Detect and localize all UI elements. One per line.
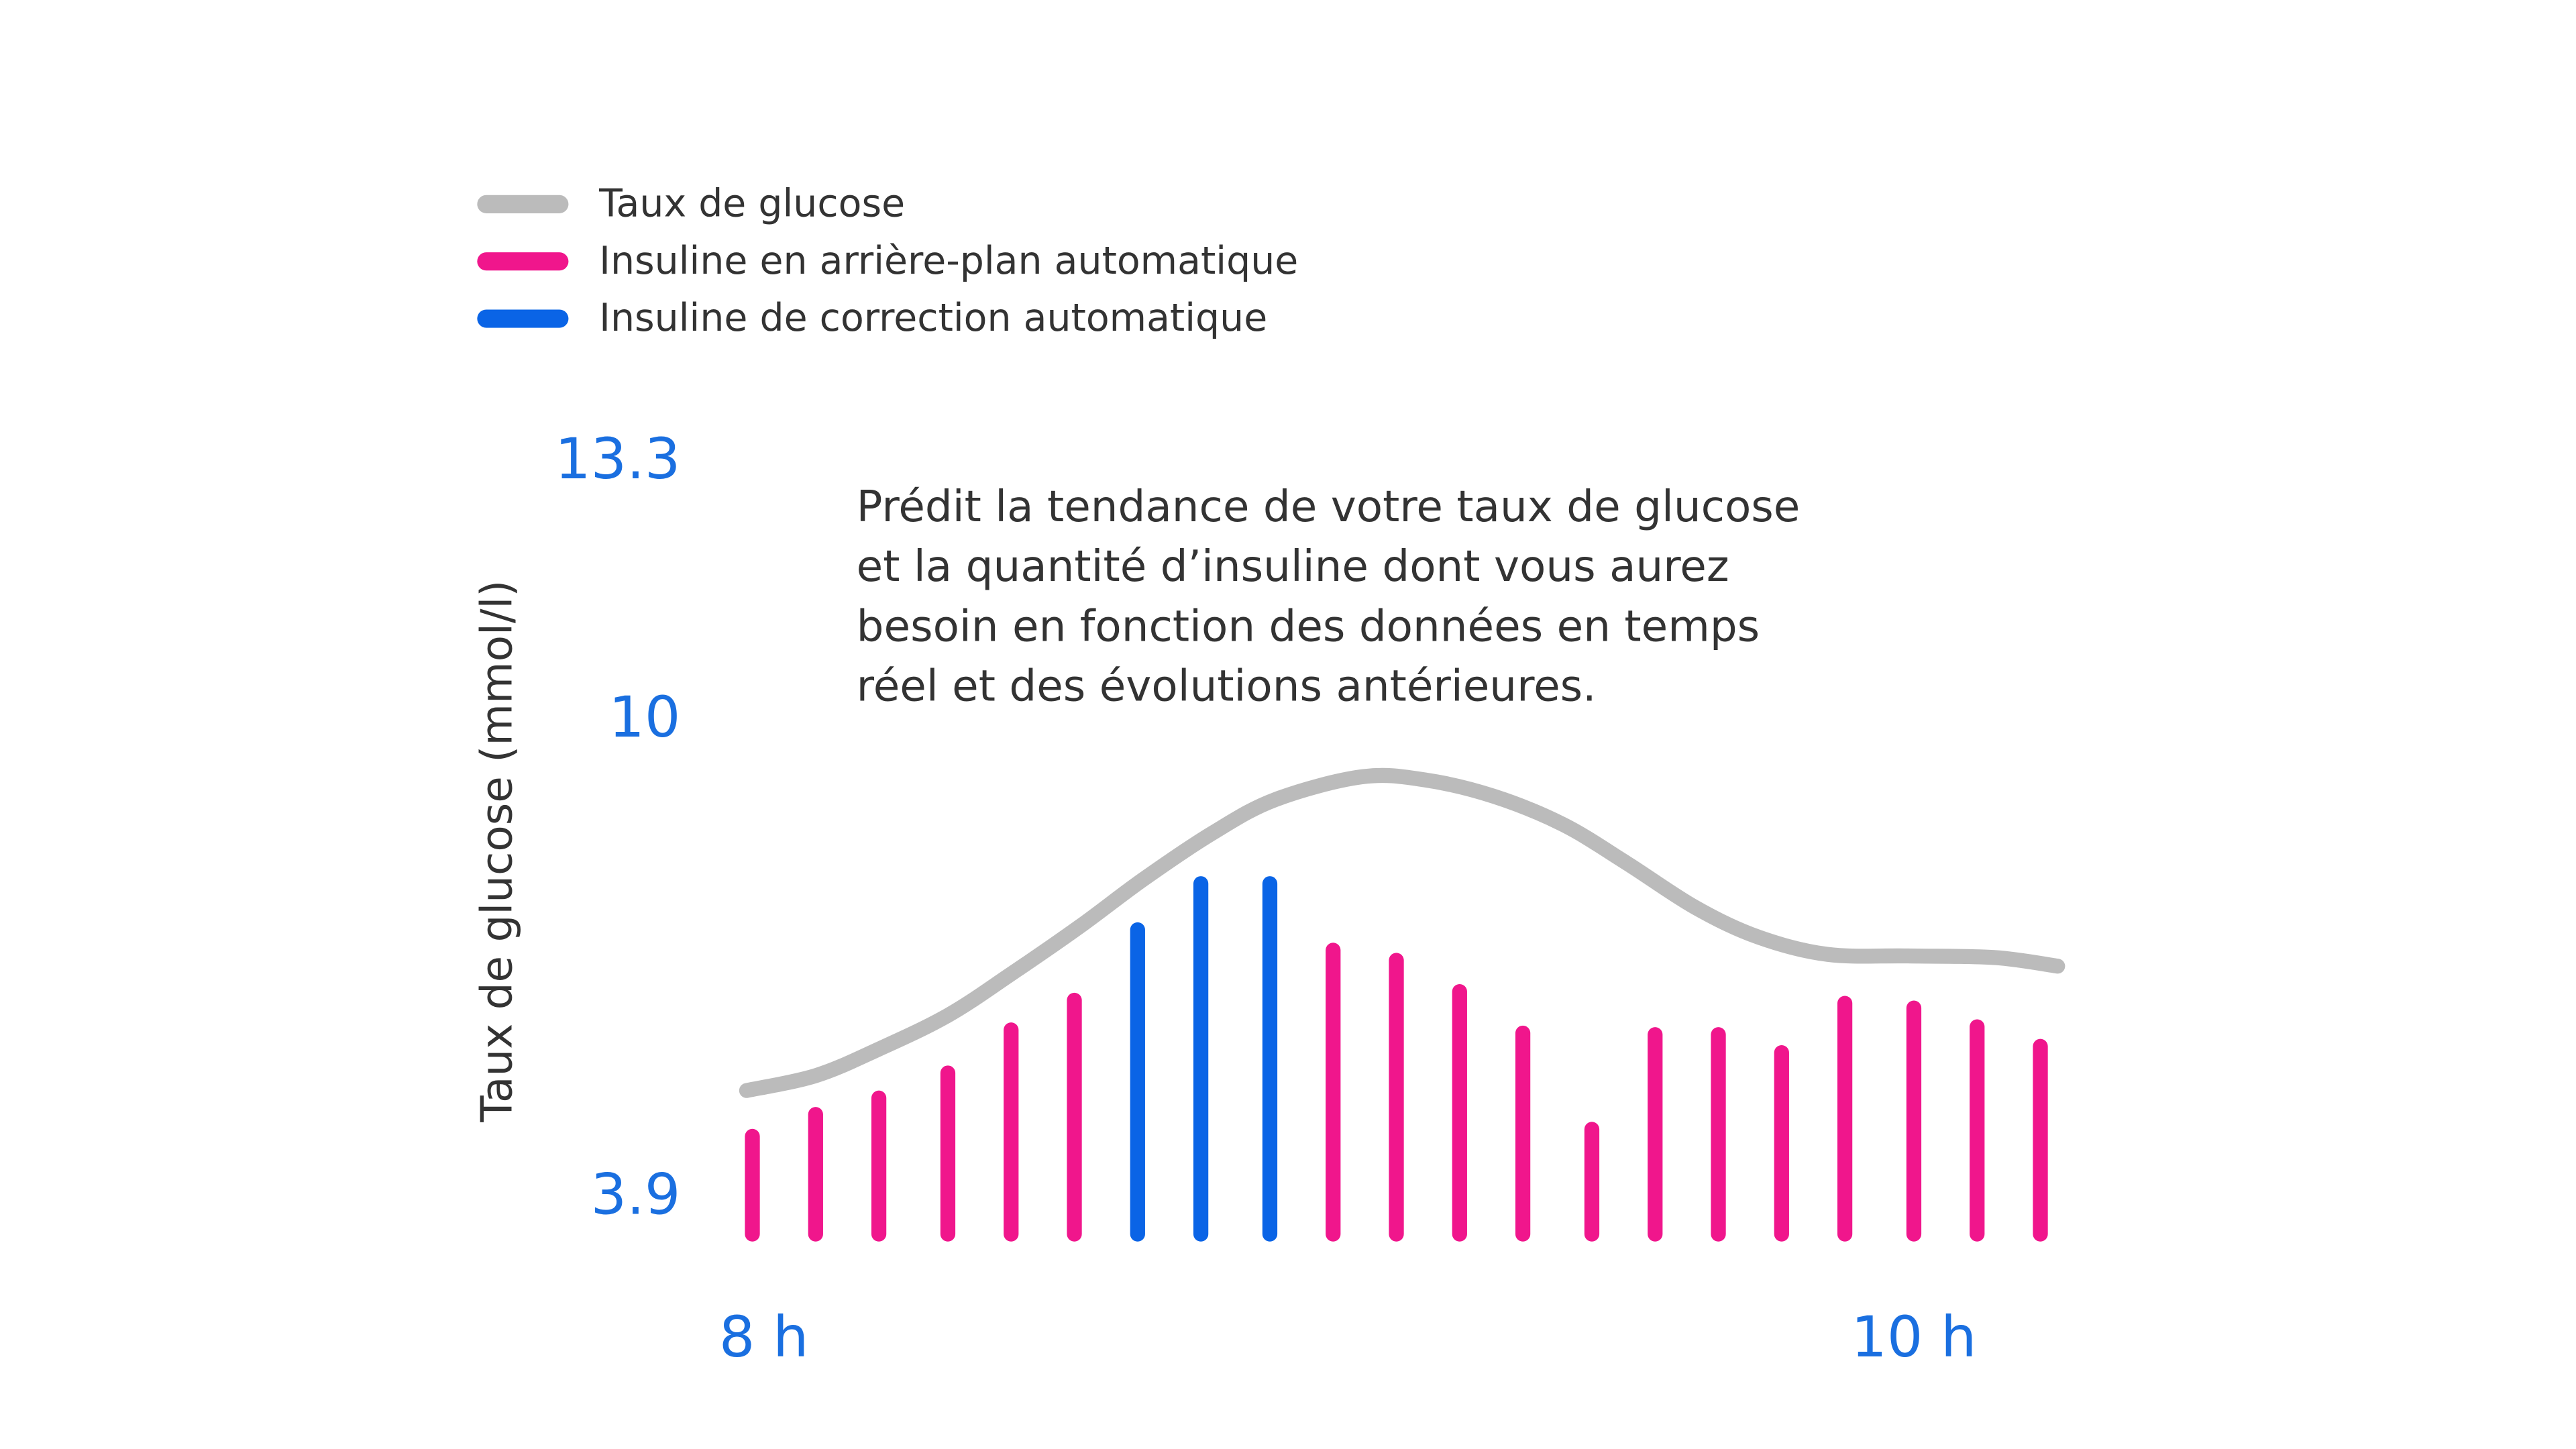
insulin-bar xyxy=(1004,1022,1019,1242)
y-tick-label: 10 xyxy=(608,684,680,750)
annotation: et la quantité d’insuline dont vous aure… xyxy=(857,541,1729,592)
x-tick-label: 10 h xyxy=(1851,1304,1976,1370)
legend-label: Insuline de correction automatique xyxy=(599,296,1267,340)
insulin-bar xyxy=(1130,922,1145,1242)
insulin-bar xyxy=(1774,1044,1789,1242)
y-tick-label: 13.3 xyxy=(555,426,680,492)
insulin-bar xyxy=(1648,1027,1663,1242)
insulin-bar xyxy=(1837,996,1853,1242)
glucose-line xyxy=(739,767,2065,1098)
annotation: réel et des évolutions antérieures. xyxy=(857,661,1597,711)
insulin-bar xyxy=(940,1065,956,1242)
insulin-bar xyxy=(2033,1038,2048,1242)
y-tick-label: 3.9 xyxy=(591,1162,681,1228)
insulin-bar xyxy=(871,1090,887,1242)
insulin-bar xyxy=(808,1107,823,1242)
insulin-bar xyxy=(1711,1027,1726,1242)
insulin-bar xyxy=(1326,943,1341,1242)
insulin-bar xyxy=(1193,876,1209,1242)
insulin-bar xyxy=(1970,1019,1985,1242)
annotation: Prédit la tendance de votre taux de gluc… xyxy=(857,482,1801,532)
insulin-bar xyxy=(1452,984,1467,1242)
legend-label: Insuline en arrière-plan automatique xyxy=(599,239,1298,283)
x-tick-label: 8 h xyxy=(719,1304,809,1370)
insulin-bar xyxy=(1262,876,1278,1242)
annotation: besoin en fonction des données en temps xyxy=(857,601,1760,651)
insulin-bar xyxy=(745,1128,760,1242)
insulin-bar xyxy=(1906,1000,1922,1242)
insulin-bar xyxy=(1067,992,1082,1242)
insulin-bar xyxy=(1584,1122,1600,1242)
insulin-bar xyxy=(1515,1025,1531,1242)
y-axis-label: Taux de glucose (mmol/l) xyxy=(472,580,522,1123)
insulin-bar xyxy=(1389,953,1404,1242)
legend-label: Taux de glucose xyxy=(598,181,905,225)
